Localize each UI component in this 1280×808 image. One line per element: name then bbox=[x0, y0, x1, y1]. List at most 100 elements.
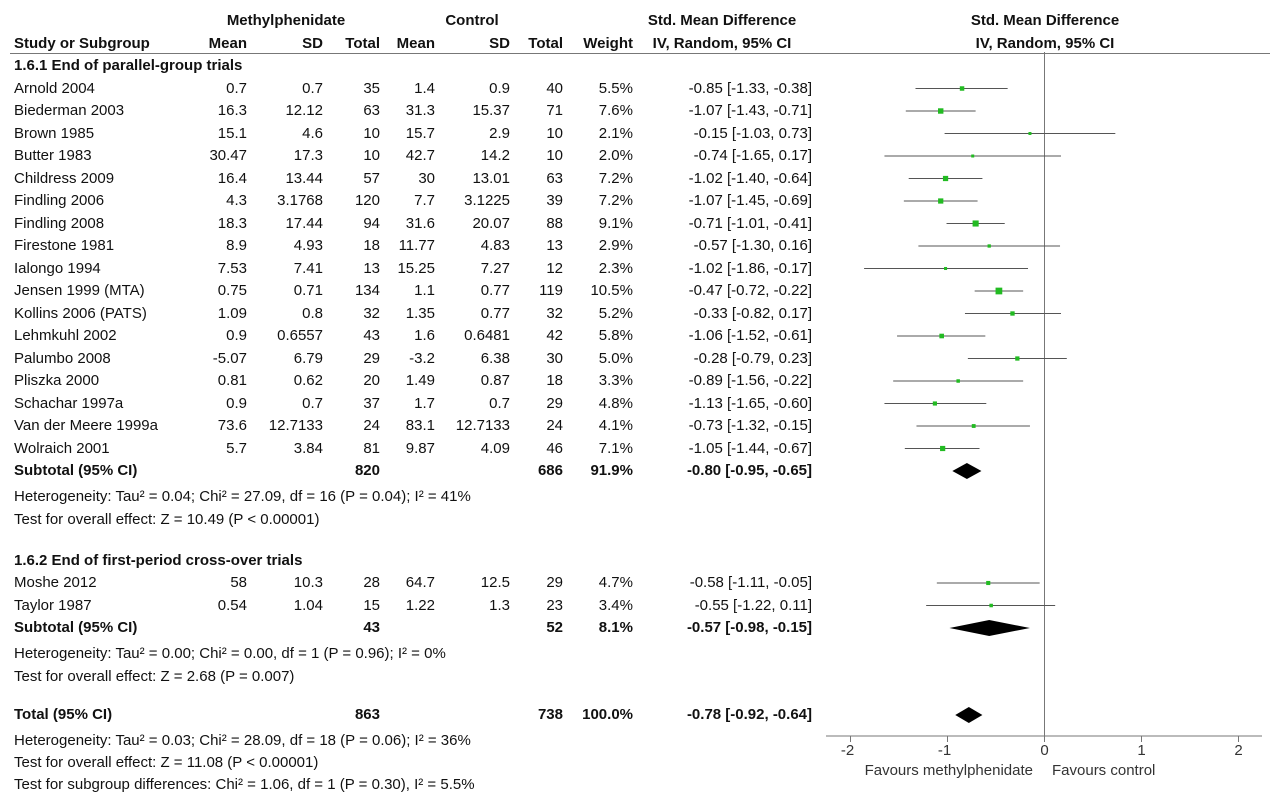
study-total2: 29 bbox=[546, 574, 563, 591]
study-mean1: 0.75 bbox=[217, 282, 247, 299]
summary-diamond bbox=[949, 620, 1030, 636]
study-ci: -0.33 [-0.82, 0.17] bbox=[693, 304, 812, 322]
study-weight: 10.5% bbox=[590, 282, 633, 299]
subtotal-weight: 91.9% bbox=[590, 462, 633, 479]
study-total2: 18 bbox=[546, 372, 563, 389]
col-total1: Total bbox=[345, 35, 380, 52]
study-mean1: 18.3 bbox=[217, 214, 247, 232]
study-sd1: 0.6557 bbox=[277, 327, 323, 344]
overall-effect-text: Test for overall effect: Z = 2.68 (P = 0… bbox=[14, 667, 295, 685]
study-mean1: 0.9 bbox=[226, 394, 247, 412]
study-total1: 24 bbox=[363, 417, 380, 434]
study-sd1: 3.1768 bbox=[277, 192, 323, 209]
footer-overall-effect: Test for overall effect: Z = 11.08 (P < … bbox=[14, 754, 319, 771]
study-total2: 63 bbox=[546, 169, 563, 187]
study-total1: 29 bbox=[363, 349, 380, 367]
study-ci: -0.47 [-0.72, -0.22] bbox=[688, 282, 812, 299]
study-weight: 2.3% bbox=[598, 259, 633, 277]
study-name: Biederman 2003 bbox=[14, 102, 125, 119]
study-mean1: 0.81 bbox=[217, 372, 247, 389]
study-mean2: 1.35 bbox=[405, 304, 435, 322]
study-ci: -0.73 [-1.32, -0.15] bbox=[688, 417, 812, 434]
study-ci: -1.13 [-1.65, -0.60] bbox=[688, 394, 812, 412]
study-total2: 13 bbox=[546, 237, 563, 254]
study-sd2: 12.5 bbox=[480, 574, 510, 591]
study-mean2: 31.3 bbox=[405, 102, 435, 119]
study-weight: 4.7% bbox=[598, 574, 633, 591]
study-name: Palumbo 2008 bbox=[14, 349, 111, 367]
study-ci: -1.02 [-1.40, -0.64] bbox=[688, 169, 812, 187]
study-name: Wolraich 2001 bbox=[14, 439, 110, 457]
subtotal-label: Subtotal (95% CI) bbox=[14, 462, 138, 479]
study-sd2: 0.77 bbox=[480, 304, 510, 322]
study-mean1: 16.3 bbox=[217, 102, 247, 119]
study-sd2: 0.9 bbox=[489, 79, 510, 97]
x-axis-tick-label: -1 bbox=[937, 742, 952, 759]
effect-marker bbox=[938, 108, 944, 114]
subtotal-total1: 820 bbox=[354, 462, 380, 479]
study-mean1: 1.09 bbox=[217, 304, 247, 322]
effect-marker bbox=[940, 445, 946, 452]
study-ci: -0.89 [-1.56, -0.22] bbox=[688, 372, 812, 389]
study-sd1: 0.62 bbox=[293, 372, 323, 389]
study-total2: 88 bbox=[546, 214, 563, 232]
study-sd2: 3.1225 bbox=[464, 192, 510, 209]
study-name: Brown 1985 bbox=[14, 124, 95, 142]
study-mean2: 1.22 bbox=[405, 596, 435, 614]
subtotal-ci: -0.57 [-0.98, -0.15] bbox=[686, 619, 812, 636]
study-sd2: 6.38 bbox=[480, 349, 510, 367]
study-mean2: 31.6 bbox=[405, 214, 435, 232]
study-ci: -0.58 [-1.11, -0.05] bbox=[689, 574, 812, 591]
effect-marker bbox=[995, 287, 1003, 295]
study-ci: -0.74 [-1.65, 0.17] bbox=[693, 147, 812, 164]
study-mean1: 15.1 bbox=[217, 124, 247, 142]
study-weight: 2.1% bbox=[598, 124, 633, 142]
effect-marker bbox=[1010, 311, 1015, 316]
footer-subgroup-differences: Test for subgroup differences: Chi² = 1.… bbox=[14, 776, 475, 793]
effect-marker bbox=[989, 603, 993, 608]
study-total1: 20 bbox=[363, 372, 380, 389]
study-mean1: 8.9 bbox=[226, 237, 247, 254]
study-mean2: -3.2 bbox=[409, 349, 435, 367]
total-total1: 863 bbox=[354, 706, 380, 723]
effect-marker bbox=[956, 379, 960, 383]
effect-marker bbox=[959, 86, 965, 91]
effect-marker bbox=[944, 266, 948, 271]
study-weight: 5.2% bbox=[598, 304, 633, 322]
subtotal-ci: -0.80 [-0.95, -0.65] bbox=[686, 462, 812, 479]
x-axis-tick-label: 2 bbox=[1234, 742, 1243, 759]
study-sd2: 20.07 bbox=[472, 214, 510, 232]
study-name: Arnold 2004 bbox=[14, 79, 95, 97]
study-ci: -0.85 [-1.33, -0.38] bbox=[688, 79, 812, 97]
study-ci: -1.05 [-1.44, -0.67] bbox=[688, 439, 812, 457]
study-weight: 4.8% bbox=[598, 394, 633, 412]
study-sd2: 0.77 bbox=[480, 282, 510, 299]
study-name: Firestone 1981 bbox=[14, 237, 115, 254]
favours-methylphenidate-label: Favours methylphenidate bbox=[864, 762, 1033, 779]
subgroup-title: 1.6.2 End of first-period cross-over tri… bbox=[14, 551, 303, 569]
study-sd1: 13.44 bbox=[285, 169, 323, 187]
study-total1: 81 bbox=[363, 439, 380, 457]
effect-marker bbox=[1028, 132, 1032, 135]
study-sd1: 0.71 bbox=[293, 282, 323, 299]
study-sd2: 0.6481 bbox=[464, 327, 510, 344]
study-total2: 42 bbox=[546, 327, 563, 344]
study-mean2: 1.1 bbox=[414, 282, 435, 299]
study-mean1: 73.6 bbox=[217, 417, 247, 434]
study-total1: 94 bbox=[363, 214, 380, 232]
study-total1: 15 bbox=[363, 596, 380, 614]
study-total1: 43 bbox=[363, 327, 380, 344]
study-mean2: 1.7 bbox=[414, 394, 435, 412]
effect-marker bbox=[971, 424, 976, 428]
study-sd1: 7.41 bbox=[293, 259, 323, 277]
study-total1: 63 bbox=[363, 102, 380, 119]
study-ci: -0.55 [-1.22, 0.11] bbox=[694, 596, 812, 614]
study-sd2: 14.2 bbox=[480, 147, 510, 164]
study-name: Van der Meere 1999a bbox=[14, 417, 158, 434]
study-weight: 5.5% bbox=[598, 79, 633, 97]
study-total2: 30 bbox=[546, 349, 563, 367]
effect-marker bbox=[942, 175, 949, 182]
study-total1: 32 bbox=[363, 304, 380, 322]
heterogeneity-text: Heterogeneity: Tau² = 0.04; Chi² = 27.09… bbox=[14, 488, 471, 505]
